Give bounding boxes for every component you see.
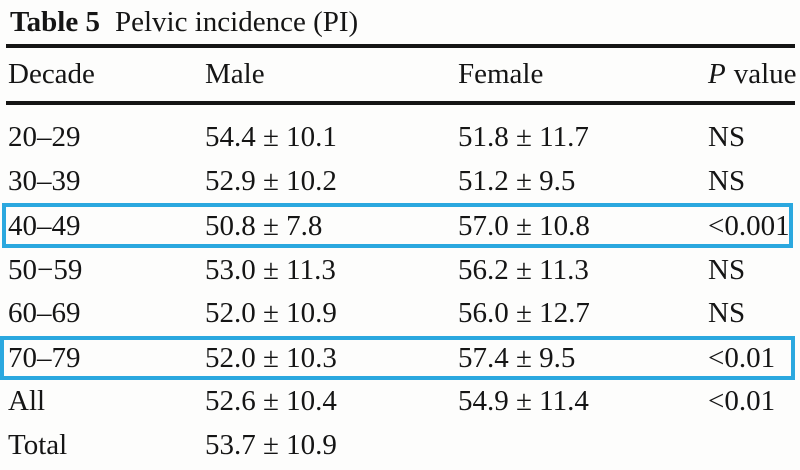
- pvalue-italic-p: P: [708, 58, 726, 90]
- header-cell-decade: Decade: [8, 58, 95, 90]
- cell-pvalue: <0.01: [708, 385, 776, 417]
- cell-male: 52.6 ± 10.4: [205, 385, 337, 417]
- cell-female: 56.0 ± 12.7: [458, 297, 590, 329]
- cell-male: 52.9 ± 10.2: [205, 165, 337, 197]
- cell-decade: Total: [8, 429, 68, 461]
- table-row: Total 53.7 ± 10.9: [0, 428, 800, 464]
- table-title-text: Pelvic incidence (PI): [115, 6, 359, 38]
- table-number: Table 5: [10, 6, 100, 38]
- cell-pvalue: NS: [708, 254, 746, 286]
- cell-pvalue: NS: [708, 121, 746, 153]
- table-row-highlighted: 70–79 52.0 ± 10.3 57.4 ± 9.5 <0.01: [0, 341, 800, 377]
- pvalue-rest: value: [733, 58, 797, 90]
- cell-decade: 70–79: [8, 342, 81, 374]
- cell-pvalue: <0.001: [708, 210, 790, 242]
- table-row: All 52.6 ± 10.4 54.9 ± 11.4 <0.01: [0, 384, 800, 420]
- cell-female: 54.9 ± 11.4: [458, 385, 589, 417]
- cell-female: 57.4 ± 9.5: [458, 342, 576, 374]
- cell-male: 53.7 ± 10.9: [205, 429, 337, 461]
- cell-decade: 40–49: [8, 210, 81, 242]
- cell-female: 57.0 ± 10.8: [458, 210, 590, 242]
- cell-decade: 20–29: [8, 121, 81, 153]
- cell-male: 50.8 ± 7.8: [205, 210, 323, 242]
- table-header-rule: [6, 101, 795, 105]
- cell-decade: 60–69: [8, 297, 81, 329]
- cell-female: 56.2 ± 11.3: [458, 254, 589, 286]
- table-row: 30–39 52.9 ± 10.2 51.2 ± 9.5 NS: [0, 164, 800, 200]
- cell-decade: 50−59: [8, 254, 83, 286]
- cell-male: 53.0 ± 11.3: [205, 254, 336, 286]
- header-cell-male: Male: [205, 58, 265, 90]
- table-row: 60–69 52.0 ± 10.9 56.0 ± 12.7 NS: [0, 296, 800, 332]
- table-top-rule: [6, 44, 795, 48]
- cell-pvalue: NS: [708, 297, 746, 329]
- cell-pvalue: <0.01: [708, 342, 776, 374]
- table-caption: Table 5 Pelvic incidence (PI): [10, 5, 358, 39]
- cell-female: 51.2 ± 9.5: [458, 165, 576, 197]
- cell-male: 54.4 ± 10.1: [205, 121, 337, 153]
- cell-decade: 30–39: [8, 165, 81, 197]
- cell-male: 52.0 ± 10.3: [205, 342, 337, 374]
- highlight-box-row-40-49: [2, 203, 793, 248]
- table-row-highlighted: 40–49 50.8 ± 7.8 57.0 ± 10.8 <0.001: [0, 209, 800, 245]
- cell-pvalue: NS: [708, 165, 746, 197]
- table-row: 50−59 53.0 ± 11.3 56.2 ± 11.3 NS: [0, 253, 800, 289]
- table-row: 20–29 54.4 ± 10.1 51.8 ± 11.7 NS: [0, 120, 800, 156]
- header-cell-female: Female: [458, 58, 544, 90]
- cell-decade: All: [8, 385, 46, 417]
- highlight-box-row-70-79: [0, 336, 795, 380]
- cell-female: 51.8 ± 11.7: [458, 121, 589, 153]
- cell-male: 52.0 ± 10.9: [205, 297, 337, 329]
